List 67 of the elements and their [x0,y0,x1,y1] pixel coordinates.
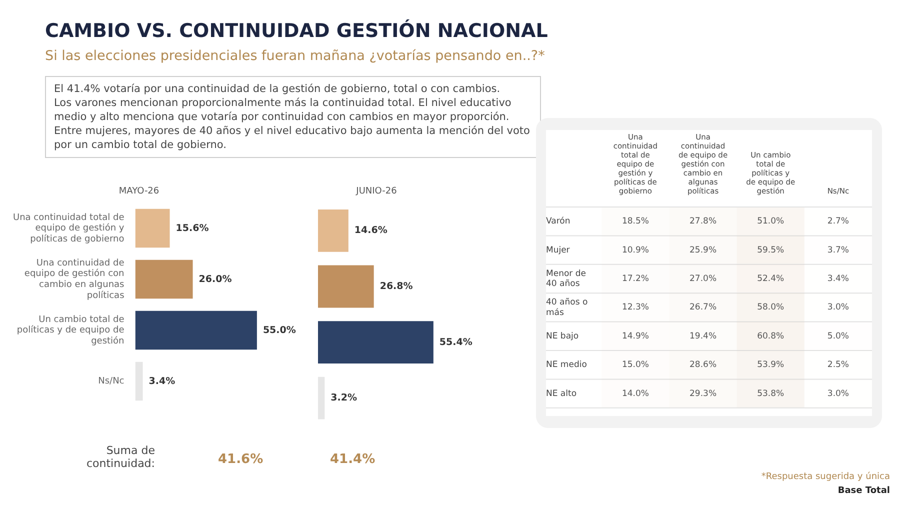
data-label: 53.8% [757,388,784,399]
bar [135,260,193,299]
data-label: 55.4% [439,336,473,348]
chart-title: MAYO-26 [118,186,160,197]
data-label: 12.3% [622,302,649,313]
data-label: 18.5% [622,216,649,227]
y-tick-label: Una continuidad de equipo de gestión con cambio en algunas políticas [24,258,125,301]
y-tick-label: Un cambio total de políticas y de equipo de gestión [16,314,125,346]
data-label: 3.0% [827,388,850,399]
text: 41.6% [218,452,264,467]
data-label: 17.2% [622,274,649,284]
data-label: 15.0% [622,360,649,370]
bar [318,321,434,364]
text: Si las elecciones presidenciales fueran mañana ¿votarías pensando en..?* [45,48,545,64]
y-tick-label: NE bajo [546,331,579,342]
y-tick-label: Mujer [546,245,570,256]
y-tick-label: Una continuidad total de equipo de gestión y políticas de gobierno [12,212,125,244]
y-tick-label: Varón [546,216,570,227]
data-label: 27.8% [690,216,717,227]
y-tick-label: Ns/Nc [98,376,124,387]
bar [135,208,170,248]
data-label: 14.9% [622,331,649,342]
text: *Respuesta sugerida y única [761,472,890,482]
data-label: 53.9% [757,360,784,370]
data-label: 14.0% [622,388,649,399]
data-label: 58.0% [757,302,784,313]
data-label: 5.0% [827,331,850,342]
text: Suma de continuidad: [85,444,155,470]
data-label: 3.7% [827,245,850,256]
bar [318,209,348,252]
y-tick-label: NE medio [546,360,587,370]
data-label: 52.4% [757,274,784,284]
bar [318,376,325,420]
y-tick-label: 40 años o más [546,298,588,318]
data-label: 28.6% [690,360,717,370]
data-label: 26.7% [690,302,717,313]
data-label: 3.0% [827,302,850,313]
chart-title: JUNIO-26 [355,186,398,197]
y-tick-label: NE alto [546,388,577,399]
data-label: 60.8% [757,331,784,342]
data-label: 19.4% [690,331,717,342]
data-label: 3.2% [330,392,358,404]
text: CAMBIO VS. CONTINUIDAD GESTIÓN NACIONAL [45,20,548,42]
data-label: 15.6% [176,222,210,234]
data-label: 27.0% [690,274,717,284]
text: Los varones mencionan proporcionalmente más la continuidad total. El nivel educativo medio y alto menciona que votaría por continuidad con cambios en mayor proporción. [54,96,512,124]
data-label: 26.0% [198,274,232,285]
data-label: 2.5% [827,360,850,370]
bar [135,310,257,350]
data-label: 25.9% [690,245,717,256]
text: Entre mujeres, mayores de 40 años y el nivel educativo bajo aumenta la mención del voto por un cambio total de gobierno. [54,124,531,152]
data-label: 3.4% [148,376,176,387]
text: Base Total [838,486,890,496]
data-label: 26.8% [380,280,414,292]
data-label: 14.6% [354,225,388,236]
data-label: 55.0% [262,324,296,336]
data-label: 59.5% [757,245,784,256]
data-label: 29.3% [690,388,717,399]
data-label: 2.7% [827,216,850,227]
data-label: 10.9% [622,245,649,256]
data-label: 51.0% [757,216,784,227]
bar [135,362,143,401]
y-tick-label: Menor de 40 años [546,268,586,290]
bar [318,265,374,308]
text: El 41.4% votaría por una continuidad de la gestión de gobierno, total o con cambios. [54,82,502,96]
data-label: 3.4% [827,274,850,284]
text: 41.4% [330,452,376,467]
